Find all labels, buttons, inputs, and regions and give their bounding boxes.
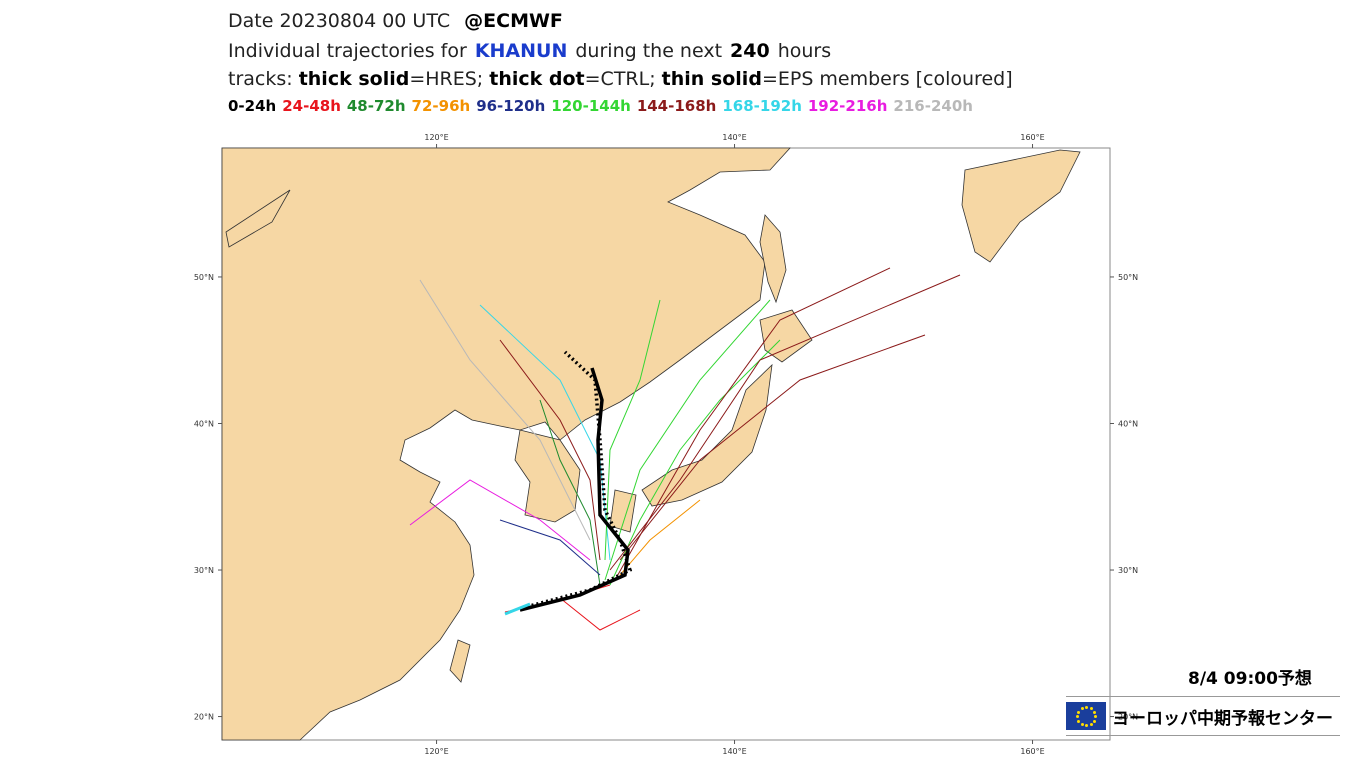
lon-label: 120°E	[424, 747, 448, 756]
text: tracks:	[228, 68, 293, 90]
flag-star	[1089, 707, 1093, 711]
legend: 0-24h 24-48h 48-72h 72-96h 96-120h 120-144h 14…	[228, 97, 979, 115]
text: =CTRL;	[584, 68, 656, 90]
start-track	[504, 602, 531, 616]
hours: 240	[730, 40, 770, 62]
flag-star	[1092, 719, 1096, 723]
lat-label: 20°N	[194, 713, 214, 722]
track	[409, 479, 591, 561]
mainland	[221, 147, 791, 741]
korea	[514, 429, 581, 523]
flag-star	[1092, 710, 1096, 714]
lat-label: 30°N	[194, 566, 214, 575]
eu-flag	[1066, 702, 1106, 730]
legend-entry: 96-120h	[476, 97, 546, 115]
text: =HRES;	[409, 68, 484, 90]
hokkaido	[759, 309, 813, 363]
caption: 8/4 09:00予想	[1188, 669, 1312, 689]
lon-label: 120°E	[424, 133, 448, 142]
kamchatka	[961, 149, 1081, 263]
track	[609, 274, 961, 571]
date: Date 20230804 00 UTC	[228, 10, 451, 32]
land	[221, 147, 1081, 741]
flag-star	[1085, 706, 1088, 709]
source: @ECMWF	[464, 10, 563, 32]
track	[604, 299, 661, 561]
track	[609, 339, 781, 586]
flag-star	[1080, 722, 1084, 726]
text: thin solid	[661, 68, 762, 90]
ctrl-track	[521, 350, 633, 610]
track	[614, 267, 891, 581]
lat-label: 50°N	[194, 273, 214, 282]
lat-label: 50°N	[1118, 273, 1138, 282]
track	[499, 519, 601, 576]
flag-star	[1077, 710, 1081, 714]
legend-entry: 168-192h	[722, 97, 802, 115]
header-line: tracks: thick solid=HRES; thick dot=CTRL…	[228, 68, 1013, 90]
legend-entry: 144-168h	[636, 97, 717, 115]
lon-label: 140°E	[722, 747, 746, 756]
text: thick solid	[298, 68, 410, 90]
flag-star	[1080, 707, 1084, 711]
text: =EPS members [coloured]	[761, 68, 1013, 90]
kyushu	[609, 489, 637, 533]
lon-label: 140°E	[722, 133, 746, 142]
text: during the next	[575, 40, 723, 62]
track	[619, 334, 926, 561]
lon-label: 160°E	[1020, 747, 1044, 756]
text: thick dot	[489, 68, 585, 90]
track	[619, 499, 701, 576]
legend-entry: 48-72h	[346, 97, 406, 115]
track	[539, 399, 601, 586]
legend-entry: 24-48h	[282, 97, 341, 115]
logo-text: ヨーロッパ中期予報センター	[1112, 708, 1333, 729]
legend-entry: 120-144h	[551, 97, 631, 115]
header-line: Date 20230804 00 UTC @ECMWF	[228, 10, 571, 32]
flag-star	[1085, 724, 1088, 727]
track	[499, 339, 601, 561]
flag-star	[1094, 715, 1097, 718]
flag-star	[1076, 715, 1079, 718]
track	[604, 299, 771, 581]
honshu	[641, 363, 773, 507]
legend-entry: 72-96h	[411, 97, 471, 115]
sakhalin	[759, 214, 787, 304]
logo: ヨーロッパ中期予報センター	[1066, 696, 1340, 736]
text: hours	[777, 40, 832, 62]
lat-label: 20°N	[1118, 713, 1138, 722]
flag-star	[1089, 722, 1093, 726]
track	[559, 597, 641, 631]
hres-track	[519, 367, 630, 612]
lon-label: 160°E	[1020, 133, 1044, 142]
header-line: Individual trajectories for KHANUN during …	[228, 40, 839, 62]
track	[419, 279, 591, 541]
text: Individual trajectories for	[228, 40, 467, 62]
lat-label: 40°N	[1118, 419, 1138, 428]
legend-entry: 0-24h	[228, 97, 277, 115]
taiwan	[449, 639, 471, 683]
ticks: 120°E 120°E 140°E 140°E 160°E 160°E 50°N 50°N 40…	[194, 133, 1138, 756]
flag-star	[1077, 719, 1081, 723]
lat-label: 30°N	[1118, 566, 1138, 575]
island	[225, 189, 291, 248]
legend-entry: 192-216h	[807, 97, 888, 115]
legend-entry: 216-240h	[893, 97, 973, 115]
lat-label: 40°N	[194, 419, 214, 428]
storm-name: KHANUN	[474, 40, 568, 62]
